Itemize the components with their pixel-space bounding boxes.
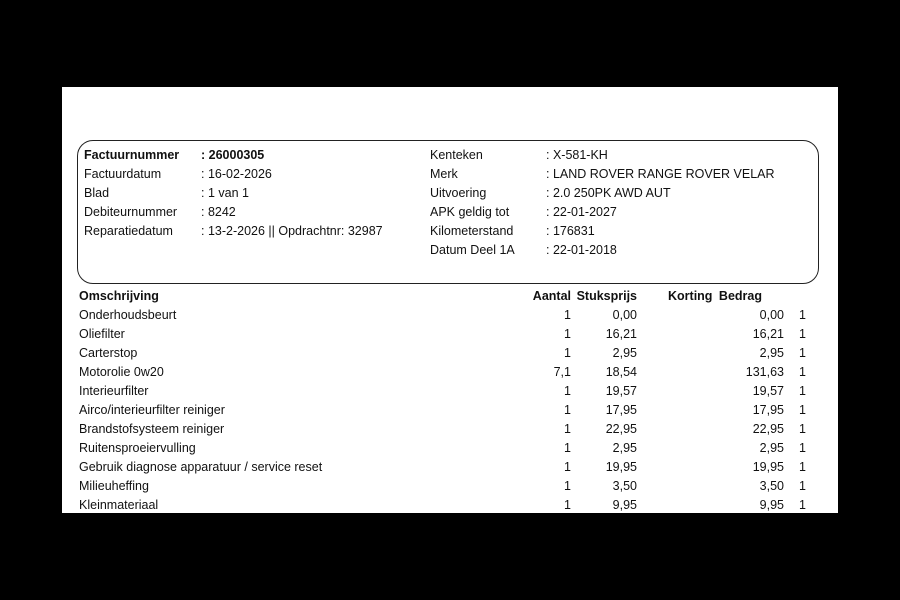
cell-stuksprijs: 2,95 [612,441,637,455]
cell-btw-code: 1 [799,479,806,493]
table-header: Omschrijving Aantal Stuksprijs Korting B… [79,287,809,306]
cell-bedrag: 16,21 [752,327,784,341]
cell-btw-code: 1 [799,346,806,360]
cell-aantal: 1 [564,403,571,417]
cell-stuksprijs: 19,57 [605,384,637,398]
invoice-page: Factuurnummer : 26000305 Factuurdatum : 16-… [62,87,838,513]
cell-bedrag: 19,57 [752,384,784,398]
cell-btw-code: 1 [799,365,806,379]
cell-btw-code: 1 [799,460,806,474]
cell-aantal: 1 [564,327,571,341]
header-aantal: Aantal [532,289,571,303]
cell-stuksprijs: 0,00 [612,308,637,322]
table-row: Carterstop 1 2,95 2,95 1 [79,344,809,363]
left-value: : 26000305 [201,148,265,162]
cell-aantal: 1 [564,422,571,436]
cell-btw-code: 1 [799,384,806,398]
cell-bedrag: 17,95 [752,403,784,417]
cell-omschrijving: Oliefilter [79,327,125,341]
cell-btw-code: 1 [799,498,806,512]
right-label: Merk [430,167,458,181]
right-label: Uitvoering [430,186,487,200]
table-row: Ruitensproeiervulling 1 2,95 2,95 1 [79,439,809,458]
table-row: Interieurfilter 1 19,57 19,57 1 [79,382,809,401]
cell-omschrijving: Airco/interieurfilter reiniger [79,403,225,417]
right-value: : 176831 [546,224,595,238]
cell-aantal: 1 [564,308,571,322]
cell-stuksprijs: 9,95 [612,498,637,512]
cell-omschrijving: Ruitensproeiervulling [79,441,196,455]
table-row: Oliefilter 1 16,21 16,21 1 [79,325,809,344]
cell-omschrijving: Gebruik diagnose apparatuur / service re… [79,460,323,474]
left-label: Debiteurnummer [84,205,178,219]
header-bedrag: Bedrag [718,289,762,303]
cell-bedrag: 22,95 [752,422,784,436]
cell-omschrijving: Interieurfilter [79,384,149,398]
right-value: : 22-01-2027 [546,205,617,219]
left-label: Factuurnummer [84,148,180,162]
cell-omschrijving: Brandstofsysteem reiniger [79,422,225,436]
cell-bedrag: 131,63 [745,365,784,379]
right-value: : 2.0 250PK AWD AUT [546,186,671,200]
cell-stuksprijs: 19,95 [605,460,637,474]
left-value: : 1 van 1 [201,186,249,200]
cell-bedrag: 0,00 [759,308,784,322]
cell-stuksprijs: 3,50 [612,479,637,493]
cell-omschrijving: Motorolie 0w20 [79,365,164,379]
cell-bedrag: 3,50 [759,479,784,493]
table-row: Milieuheffing 1 3,50 3,50 1 [79,477,809,496]
left-label: Blad [84,186,110,200]
cell-omschrijving: Carterstop [79,346,138,360]
header-omschrijving: Omschrijving [79,289,159,303]
cell-stuksprijs: 17,95 [605,403,637,417]
cell-btw-code: 1 [799,327,806,341]
cell-stuksprijs: 2,95 [612,346,637,360]
cell-omschrijving: Kleinmateriaal [79,498,159,512]
invoice-header-box [77,140,819,284]
left-label: Factuurdatum [84,167,162,181]
cell-btw-code: 1 [799,403,806,417]
cell-bedrag: 2,95 [759,441,784,455]
cell-btw-code: 1 [799,308,806,322]
table-row: Airco/interieurfilter reiniger 1 17,95 17,9… [79,401,809,420]
left-value: : 13-2-2026 || Opdrachtnr: 32987 [201,224,383,238]
table-row: Onderhoudsbeurt 1 0,00 0,00 1 [79,306,809,325]
cell-aantal: 1 [564,479,571,493]
cell-omschrijving: Onderhoudsbeurt [79,308,177,322]
left-value: : 16-02-2026 [201,167,272,181]
cell-aantal: 7,1 [553,365,571,379]
cell-btw-code: 1 [799,422,806,436]
cell-bedrag: 9,95 [759,498,784,512]
cell-aantal: 1 [564,346,571,360]
left-label: Reparatiedatum [84,224,173,238]
right-label: APK geldig tot [430,205,510,219]
table-row: Brandstofsysteem reiniger 1 22,95 22,95 1 [79,420,809,439]
cell-aantal: 1 [564,384,571,398]
right-value: : X-581-KH [546,148,608,162]
right-value: : 22-01-2018 [546,243,617,257]
table-row: Motorolie 0w20 7,1 18,54 131,63 1 [79,363,809,382]
cell-stuksprijs: 22,95 [605,422,637,436]
right-label: Kilometerstand [430,224,514,238]
cell-bedrag: 19,95 [752,460,784,474]
right-label: Datum Deel 1A [430,243,515,257]
cell-bedrag: 2,95 [759,346,784,360]
left-value: : 8242 [201,205,236,219]
cell-stuksprijs: 16,21 [605,327,637,341]
table-row: Kleinmateriaal 1 9,95 9,95 1 [79,496,809,515]
cell-btw-code: 1 [799,441,806,455]
header-stuksprijs: Stuksprijs [576,289,637,303]
cell-aantal: 1 [564,498,571,512]
table-row: Gebruik diagnose apparatuur / service re… [79,458,809,477]
header-korting: Korting [668,289,713,303]
right-value: : LAND ROVER RANGE ROVER VELAR [546,167,775,181]
cell-aantal: 1 [564,441,571,455]
cell-stuksprijs: 18,54 [605,365,637,379]
cell-aantal: 1 [564,460,571,474]
cell-omschrijving: Milieuheffing [79,479,149,493]
right-label: Kenteken [430,148,483,162]
